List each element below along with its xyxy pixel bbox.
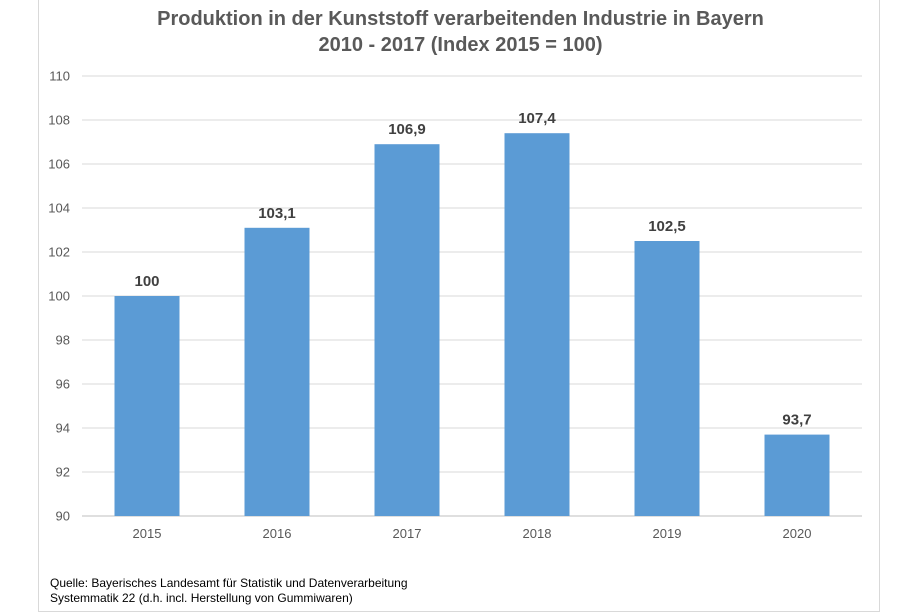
x-tick-label-2018: 2018 (523, 526, 552, 541)
bar-2015 (114, 296, 180, 516)
y-tick-label: 104 (48, 201, 70, 216)
data-label-2017: 106,9 (388, 121, 426, 138)
data-labels: 100 103,1 106,9 107,4 102,5 93,7 (134, 110, 811, 428)
y-tick-label: 94 (56, 421, 70, 436)
y-tick-label: 106 (48, 157, 70, 172)
source-line-1: Quelle: Bayerisches Landesamt für Statis… (50, 576, 408, 590)
bar-2016 (244, 227, 310, 517)
source-line-2: Systemmatik 22 (d.h. incl. Herstellung v… (50, 591, 353, 605)
x-tick-label-2020: 2020 (783, 526, 812, 541)
data-label-2020: 93,7 (782, 412, 811, 429)
y-tick-label: 98 (56, 333, 70, 348)
data-label-2015: 100 (134, 273, 159, 290)
x-axis-ticks: 2015 2016 2017 2018 2019 2020 (133, 526, 812, 541)
chart-title: Produktion in der Kunststoff verarbeiten… (157, 8, 764, 30)
y-tick-label: 110 (49, 69, 70, 84)
data-label-2018: 107,4 (518, 110, 556, 127)
y-tick-label: 96 (56, 377, 70, 392)
y-tick-label: 92 (56, 465, 70, 480)
y-tick-label: 108 (48, 113, 70, 128)
x-tick-label-2015: 2015 (133, 526, 162, 541)
bar-2019 (634, 241, 700, 516)
chart-frame (38, 0, 880, 612)
data-label-2019: 102,5 (648, 218, 686, 235)
x-tick-label-2019: 2019 (653, 526, 682, 541)
y-axis-ticks: 90 92 94 96 98 100 102 104 106 108 110 (48, 69, 70, 524)
data-label-2016: 103,1 (258, 205, 296, 222)
x-tick-label-2017: 2017 (393, 526, 422, 541)
y-tick-label: 102 (48, 245, 70, 260)
y-tick-label: 100 (48, 289, 70, 304)
bars (114, 133, 830, 517)
gridlines (82, 75, 862, 517)
chart-subtitle: 2010 - 2017 (Index 2015 = 100) (318, 34, 603, 56)
x-tick-label-2016: 2016 (263, 526, 292, 541)
y-tick-label: 90 (56, 509, 70, 524)
bar-2020 (764, 434, 830, 516)
bar-2017 (374, 144, 440, 516)
bar-2018 (504, 133, 570, 516)
